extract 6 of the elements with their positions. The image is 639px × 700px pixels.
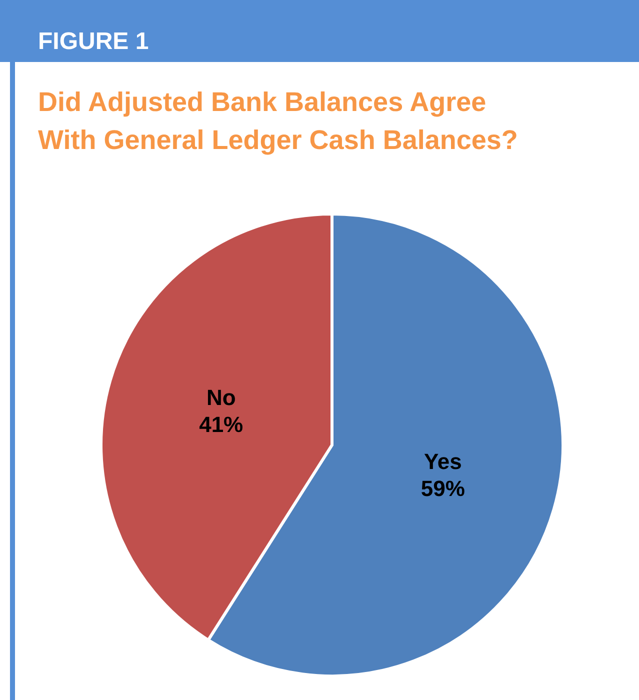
slice-label: Yes xyxy=(424,449,462,474)
chart-title: Did Adjusted Bank Balances Agree With General Ledger Cash Balances? xyxy=(38,87,518,155)
data-label: 59% xyxy=(420,476,465,502)
data-label: 41% xyxy=(199,412,244,437)
slice-label: No xyxy=(206,384,236,410)
caption: FIGURE 1 xyxy=(38,28,149,55)
